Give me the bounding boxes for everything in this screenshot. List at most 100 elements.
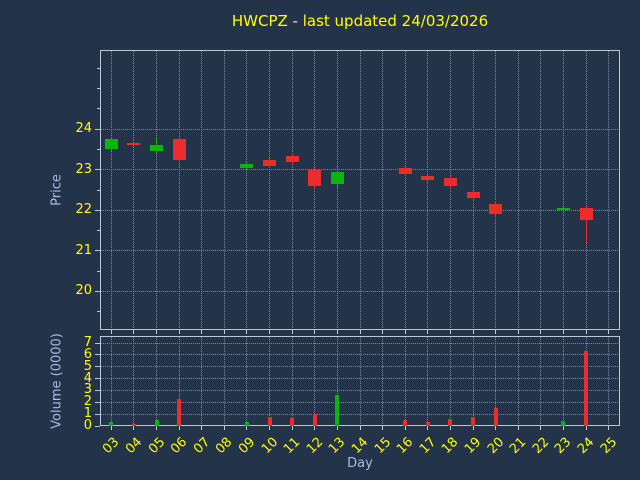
x-tick-mark <box>562 330 564 334</box>
volume-tick-mark <box>95 354 100 356</box>
grid-line-vertical <box>291 50 293 330</box>
candle-wick <box>585 205 587 243</box>
volume-tick-label: 5 <box>83 358 92 374</box>
candle-body <box>263 159 277 166</box>
x-tick-mark <box>585 426 587 430</box>
price-minor-tick-mark <box>97 311 100 313</box>
volume-tick-mark <box>95 413 100 415</box>
x-tick-mark <box>336 330 338 334</box>
candle-body <box>104 139 118 150</box>
grid-line-vertical <box>472 336 474 426</box>
x-tick-mark <box>110 330 112 334</box>
grid-line-vertical <box>223 50 225 330</box>
candle-body <box>421 175 435 180</box>
grid-line-vertical <box>178 336 180 426</box>
x-tick-mark <box>156 330 158 334</box>
volume-bar <box>177 398 182 426</box>
x-tick-mark <box>540 426 542 430</box>
candle-body <box>285 155 299 162</box>
candle-body <box>330 171 344 184</box>
grid-line-vertical <box>269 336 271 426</box>
price-minor-tick-mark <box>97 148 100 150</box>
x-tick-mark <box>336 426 338 430</box>
grid-line-vertical <box>562 336 564 426</box>
grid-line-vertical <box>562 50 564 330</box>
candle-body <box>466 192 480 199</box>
x-tick-mark <box>382 330 384 334</box>
volume-axes-frame <box>100 336 620 426</box>
candle-body <box>489 204 503 215</box>
x-tick-mark <box>223 330 225 334</box>
volume-tick-label: 6 <box>83 346 92 362</box>
x-tick-mark <box>359 330 361 334</box>
grid-line-vertical <box>404 336 406 426</box>
candle-body <box>172 139 186 160</box>
x-tick-mark <box>133 426 135 430</box>
volume-tick-label: 1 <box>83 406 92 422</box>
grid-line-horizontal <box>100 389 620 391</box>
grid-line-vertical <box>449 50 451 330</box>
grid-line-vertical <box>110 50 112 330</box>
volume-tick-label: 3 <box>83 382 92 398</box>
grid-line-horizontal <box>100 209 620 211</box>
grid-line-vertical <box>495 336 497 426</box>
grid-line-vertical <box>427 50 429 330</box>
price-tick-mark <box>95 169 100 171</box>
grid-line-vertical <box>246 50 248 330</box>
x-tick-mark <box>517 426 519 430</box>
volume-tick-mark <box>95 378 100 380</box>
x-tick-mark <box>269 426 271 430</box>
grid-line-vertical <box>540 50 542 330</box>
x-tick-mark <box>608 330 610 334</box>
volume-bar <box>425 422 430 426</box>
volume-bar <box>312 414 317 426</box>
grid-line-vertical <box>314 50 316 330</box>
grid-line-vertical <box>269 50 271 330</box>
x-tick-mark <box>427 426 429 430</box>
grid-line-vertical <box>359 336 361 426</box>
price-minor-tick-mark <box>97 270 100 272</box>
candle-body <box>443 177 457 186</box>
grid-line-vertical <box>133 50 135 330</box>
price-tick-label: 23 <box>75 161 92 177</box>
grid-line-vertical <box>314 336 316 426</box>
x-tick-mark <box>562 426 564 430</box>
x-tick-mark <box>517 330 519 334</box>
x-tick-mark <box>223 426 225 430</box>
grid-line-vertical <box>246 336 248 426</box>
price-axes-frame <box>100 50 620 330</box>
volume-bar <box>267 416 272 426</box>
price-tick-mark <box>95 209 100 211</box>
grid-line-vertical <box>427 336 429 426</box>
grid-line-vertical <box>156 50 158 330</box>
volume-tick-mark <box>95 425 100 427</box>
x-tick-mark <box>291 426 293 430</box>
grid-line-horizontal <box>100 378 620 380</box>
price-tick-label: 24 <box>75 121 92 137</box>
grid-line-vertical <box>382 336 384 426</box>
grid-line-vertical <box>156 336 158 426</box>
x-tick-mark <box>472 426 474 430</box>
volume-bar <box>403 420 408 426</box>
x-tick-mark <box>314 330 316 334</box>
x-tick-mark <box>201 426 203 430</box>
volume-bar <box>561 421 566 426</box>
x-tick-mark <box>359 426 361 430</box>
grid-line-vertical <box>178 50 180 330</box>
grid-line-vertical <box>291 336 293 426</box>
grid-line-vertical <box>495 50 497 330</box>
grid-line-vertical <box>201 50 203 330</box>
grid-line-vertical <box>110 336 112 426</box>
volume-bar <box>290 417 295 426</box>
price-minor-tick-mark <box>97 108 100 110</box>
x-tick-mark <box>314 426 316 430</box>
volume-bar <box>335 395 340 426</box>
x-tick-mark <box>585 330 587 334</box>
candle-body <box>127 143 141 146</box>
grid-line-horizontal <box>100 413 620 415</box>
grid-line-horizontal <box>100 354 620 356</box>
grid-line-horizontal <box>100 250 620 252</box>
candle-body <box>398 167 412 174</box>
grid-line-vertical <box>359 50 361 330</box>
volume-bar <box>471 416 476 426</box>
